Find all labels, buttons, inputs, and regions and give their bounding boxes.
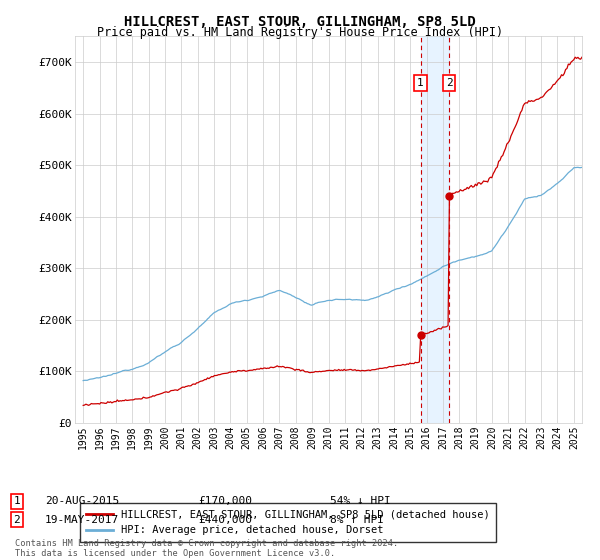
- Text: 1: 1: [417, 78, 424, 88]
- Text: £440,000: £440,000: [198, 515, 252, 525]
- Legend: HILLCREST, EAST STOUR, GILLINGHAM, SP8 5LD (detached house), HPI: Average price,: HILLCREST, EAST STOUR, GILLINGHAM, SP8 5…: [80, 503, 496, 542]
- Text: 2: 2: [446, 78, 452, 88]
- Text: Contains HM Land Registry data © Crown copyright and database right 2024.: Contains HM Land Registry data © Crown c…: [15, 539, 398, 548]
- Text: Price paid vs. HM Land Registry's House Price Index (HPI): Price paid vs. HM Land Registry's House …: [97, 26, 503, 39]
- Text: HILLCREST, EAST STOUR, GILLINGHAM, SP8 5LD: HILLCREST, EAST STOUR, GILLINGHAM, SP8 5…: [124, 15, 476, 29]
- Text: 8% ↑ HPI: 8% ↑ HPI: [330, 515, 384, 525]
- Text: £170,000: £170,000: [198, 496, 252, 506]
- Text: 1: 1: [13, 496, 20, 506]
- Text: This data is licensed under the Open Government Licence v3.0.: This data is licensed under the Open Gov…: [15, 549, 335, 558]
- Text: 2: 2: [13, 515, 20, 525]
- Text: 19-MAY-2017: 19-MAY-2017: [45, 515, 119, 525]
- Text: 20-AUG-2015: 20-AUG-2015: [45, 496, 119, 506]
- Text: 54% ↓ HPI: 54% ↓ HPI: [330, 496, 391, 506]
- Bar: [421, 36, 449, 423]
